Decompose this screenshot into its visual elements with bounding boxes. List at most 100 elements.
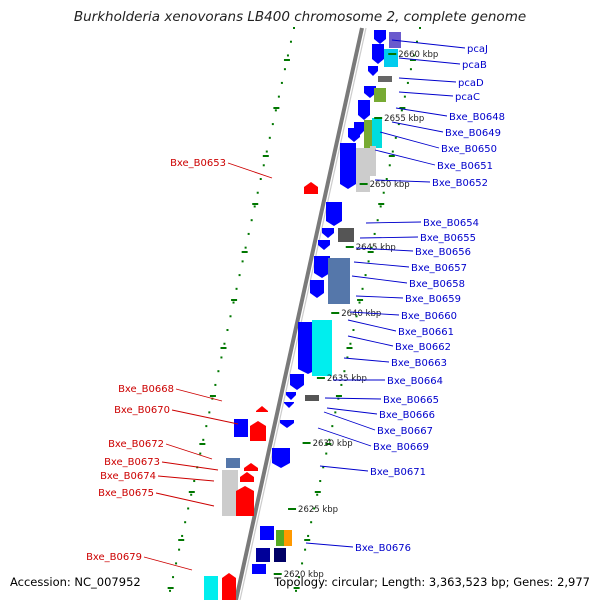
feature-glyphs [204, 30, 401, 600]
callout-line [398, 77, 457, 83]
callout-line [395, 107, 448, 117]
guide-dot [271, 123, 274, 126]
map-title: Burkholderia xenovorans LB400 chromosome… [73, 9, 527, 25]
guide-dot [346, 356, 349, 359]
guide-dot [388, 164, 391, 167]
guide-dot [331, 425, 334, 428]
feature-arrow [358, 100, 370, 120]
feature-block [276, 530, 284, 546]
guide-dot [265, 150, 268, 153]
guide-dot [295, 589, 298, 592]
backbone-track-edge [239, 27, 367, 600]
guide-dot [334, 411, 337, 414]
guide-dot [217, 370, 220, 373]
dotted-guides [167, 27, 421, 592]
guide-dot [313, 507, 316, 510]
guide-dot [340, 383, 343, 386]
feature-label-right: Bxe_B0676 [355, 543, 411, 554]
guide-dot [289, 40, 292, 43]
guide-dot [343, 370, 346, 373]
feature-arrow [374, 30, 386, 44]
feature-arrow [250, 421, 266, 441]
guide-dot [238, 274, 241, 277]
callout-line [379, 131, 440, 149]
callout-line [365, 221, 422, 224]
feature-block [274, 548, 286, 562]
guide-dot [397, 123, 400, 126]
kbp-label: 2645 kbp [356, 243, 396, 253]
guide-dot [409, 68, 412, 71]
feature-label-right: pcaB [462, 60, 487, 71]
callout-line [349, 311, 400, 316]
feature-label-right: Bxe_B0649 [445, 128, 501, 139]
guide-dot [364, 274, 367, 277]
feature-block [356, 148, 370, 192]
kbp-label: 2625 kbp [298, 505, 338, 515]
callout-line [227, 162, 273, 179]
callout-line [374, 179, 431, 183]
feature-arrow [236, 486, 254, 516]
feature-block [378, 76, 392, 82]
backbone-track [234, 27, 364, 600]
feature-label-right: pcaJ [467, 44, 488, 55]
feature-label-left: Bxe_B0679 [86, 552, 142, 563]
callout-line [347, 335, 394, 347]
accession-text: Accession: NC_007952 [10, 575, 141, 589]
feature-label-right: Bxe_B0660 [401, 311, 457, 322]
callout-line [351, 275, 408, 284]
feature-block [338, 228, 354, 242]
guide-dot [412, 54, 415, 57]
callout-line [355, 247, 414, 252]
callout-line [305, 542, 354, 548]
feature-label-right: Bxe_B0669 [373, 442, 429, 453]
guide-dot [373, 232, 376, 235]
guide-dot [400, 109, 403, 112]
guide-dot [202, 438, 205, 441]
feature-arrow [310, 280, 324, 298]
guide-dot [382, 191, 385, 194]
guide-dot [403, 95, 406, 98]
feature-arrow [256, 406, 268, 412]
feature-arrow [280, 420, 294, 428]
guide-dot [415, 40, 418, 43]
guide-dot [379, 205, 382, 208]
feature-labels: pcaJ pcaB pcaD pcaC Bxe_B0648 Bxe_B0649 Bxe_B0… [86, 44, 505, 563]
callout-line [359, 236, 419, 239]
guide-dot [214, 383, 217, 386]
guide-dot [205, 425, 208, 428]
callout-line [326, 407, 378, 415]
guide-dot [286, 54, 289, 57]
feature-arrow [244, 463, 258, 471]
guide-dot [358, 301, 361, 304]
callout-line [391, 121, 444, 133]
callout-line [317, 427, 372, 447]
feature-label-right: Bxe_B0664 [387, 376, 443, 387]
feature-block [384, 49, 398, 67]
feature-arrow [368, 66, 378, 76]
guide-dot [235, 287, 238, 290]
feature-label-right: Bxe_B0657 [411, 263, 467, 274]
kbp-ticks: 2660 kbp 2655 kbp 2650 kbp 2645 kbp 2640 kbp… [273, 50, 438, 580]
callout-line [165, 443, 213, 460]
guide-dot [199, 452, 202, 455]
feature-label-right: Bxe_B0666 [379, 410, 435, 421]
guide-dot [283, 68, 286, 71]
feature-label-right: Bxe_B0651 [437, 161, 493, 172]
callout-line [347, 319, 397, 332]
feature-block [284, 530, 292, 546]
guide-dot [391, 150, 394, 153]
callout-line [324, 397, 382, 400]
callout-line [398, 91, 454, 97]
feature-label-right: Bxe_B0652 [432, 178, 488, 189]
feature-arrow [304, 182, 318, 194]
guide-dot [385, 178, 388, 181]
guide-dot [304, 548, 307, 551]
guide-dot [256, 191, 259, 194]
feature-block [260, 526, 274, 540]
kbp-label: 2630 kbp [313, 439, 353, 449]
guide-dot [277, 95, 280, 98]
guide-dot [310, 521, 313, 524]
guide-dot [220, 356, 223, 359]
feature-label-left: Bxe_B0674 [100, 471, 156, 482]
callout-line [157, 475, 215, 482]
